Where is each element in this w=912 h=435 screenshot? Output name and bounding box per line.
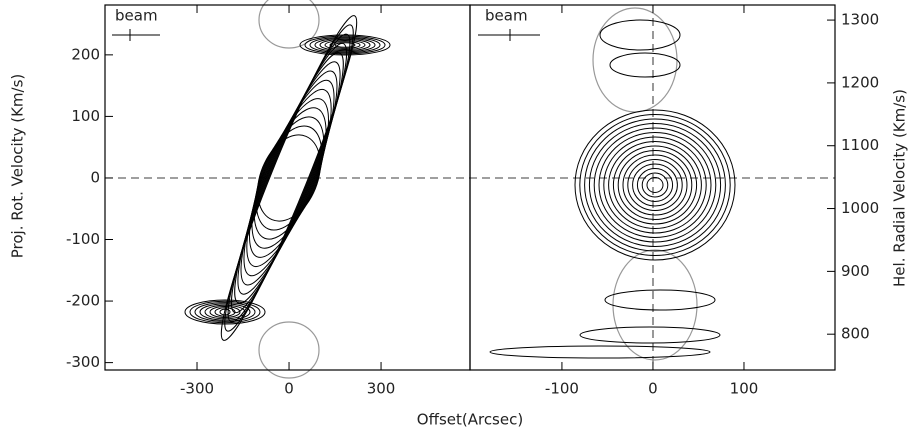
contour: [204, 304, 246, 320]
contour: [243, 79, 335, 277]
contour: [579, 114, 731, 256]
contour: [603, 136, 707, 234]
contour: [240, 70, 338, 286]
contour: [199, 303, 251, 321]
y2-tick-label: 1100: [841, 136, 879, 154]
contour: [314, 37, 376, 53]
contour: [617, 150, 693, 220]
contour: [214, 307, 236, 317]
contour: [189, 300, 261, 324]
contour: [627, 159, 683, 211]
contour: [584, 118, 726, 252]
y2-tick-label: 900: [841, 262, 870, 280]
region: [612, 249, 698, 361]
y-tick-label: -200: [66, 292, 100, 310]
contour: [489, 345, 711, 359]
contour: [646, 177, 664, 193]
contour: [579, 326, 721, 344]
x-tick-label: -300: [180, 380, 214, 398]
contour: [636, 168, 674, 202]
y2-tick-label: 1300: [841, 11, 879, 29]
contour: [612, 145, 698, 225]
contour: [593, 127, 717, 243]
contour: [608, 141, 702, 229]
x-tick-label: 0: [648, 380, 658, 398]
y-tick-label: 0: [90, 168, 100, 186]
contour: [319, 38, 371, 52]
x-tick-label: -100: [545, 380, 579, 398]
y-tick-label: 200: [71, 45, 100, 63]
contour: [194, 302, 256, 322]
contour: [622, 154, 688, 216]
contour: [641, 172, 669, 198]
contour: [299, 34, 391, 56]
y-tick-label: -300: [66, 353, 100, 371]
contour: [253, 116, 325, 240]
contour: [598, 132, 712, 238]
beam-label: beam: [115, 7, 158, 25]
plot-frame: [104, 4, 471, 371]
contour: [251, 107, 327, 249]
contour: [224, 24, 354, 332]
contour: [632, 163, 678, 207]
contour: [249, 98, 329, 258]
contour: [304, 35, 386, 55]
y2-axis-label: Hel. Radial Velocity (Km/s): [891, 89, 909, 287]
contour: [219, 308, 231, 316]
x-tick-label: 0: [284, 380, 294, 398]
contour: [334, 42, 356, 48]
contour: [257, 134, 321, 222]
contour: [588, 123, 722, 247]
contour: [309, 36, 381, 54]
contour: [220, 15, 358, 341]
contour: [599, 19, 681, 51]
x-axis-label: Offset(Arcsec): [417, 411, 523, 429]
contour: [255, 125, 323, 231]
contour: [237, 61, 341, 295]
contour: [574, 109, 736, 261]
contour: [246, 88, 332, 268]
contour: [324, 40, 366, 50]
y-tick-label: -100: [66, 230, 100, 248]
contour: [604, 289, 716, 311]
x-tick-label: 100: [730, 380, 759, 398]
region: [258, 321, 320, 379]
x-tick-label: 300: [367, 380, 396, 398]
region: [258, 0, 320, 49]
contour: [184, 299, 266, 325]
y-axis-label: Proj. Rot. Velocity (Km/s): [9, 74, 27, 258]
contour: [329, 41, 361, 49]
contour: [209, 306, 241, 318]
beam-label: beam: [485, 7, 528, 25]
y2-tick-label: 800: [841, 325, 870, 343]
plot-frame: [469, 4, 836, 371]
y2-tick-label: 1000: [841, 199, 879, 217]
y-tick-label: 100: [71, 107, 100, 125]
contour: [609, 52, 681, 78]
y2-tick-label: 1200: [841, 73, 879, 91]
